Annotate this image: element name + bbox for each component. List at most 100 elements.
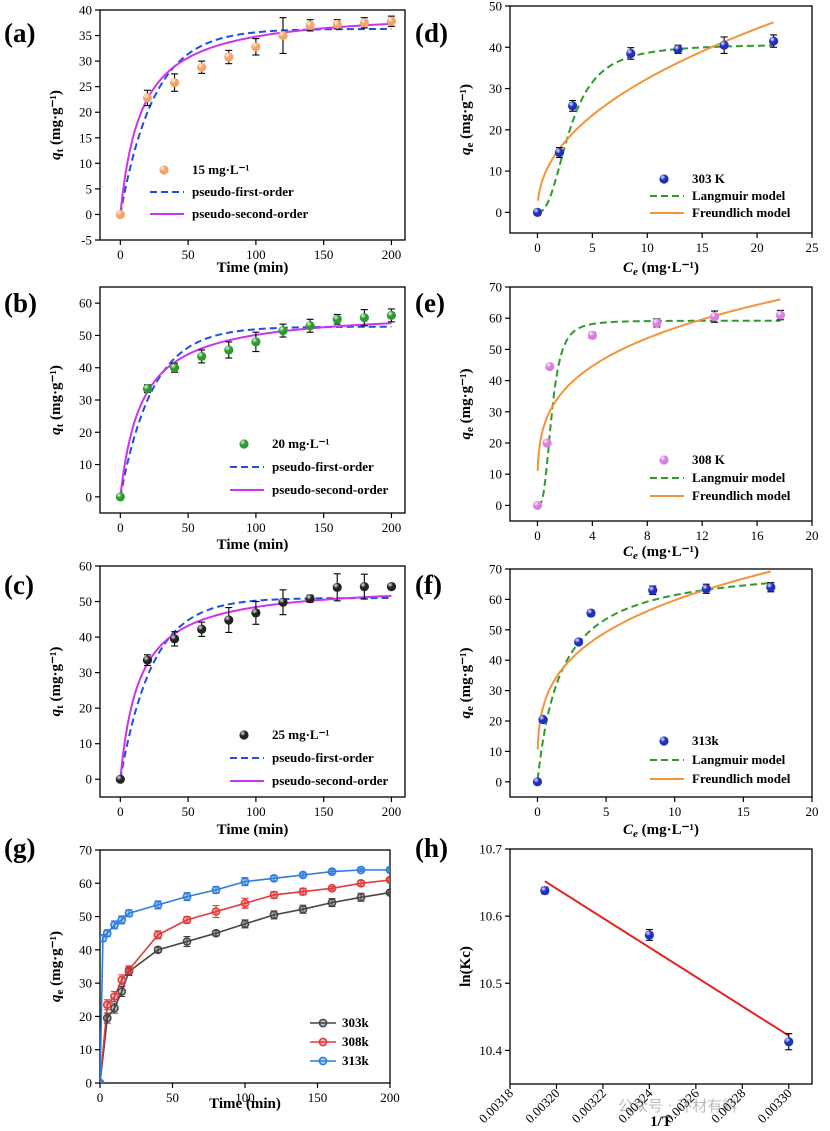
data-point [153,945,163,955]
model-curve [119,22,392,215]
data-point [102,1013,112,1023]
y-tick-label: 30 [489,683,502,698]
y-tick-label: 20 [79,425,92,440]
data-point-shine [567,101,578,111]
legend-marker-shine [659,455,669,465]
data-point-shine [142,384,153,394]
legend-entry: 313k [659,733,720,748]
legend-label: Langmuir model [692,188,786,203]
x-tick-label: 5 [603,804,610,819]
y-tick-label: 40 [79,3,92,18]
y-axis-subscript: t [54,705,66,709]
x-tick-label: 0.00322 [569,1086,609,1126]
x-tick-label: 100 [246,247,266,262]
legend-label: 308 K [692,452,726,467]
plot-area [115,573,397,784]
panel-label-f: (f) [415,570,442,600]
y-axis-subscript: e [54,990,66,995]
y-axis-label: qe (mg·g⁻¹) [458,84,476,155]
x-tick-label: 100 [246,804,266,819]
x-axis-subscript: e [633,550,638,562]
data-point [385,865,390,875]
data-point-shine [169,634,180,644]
y-tick-label: 10.6 [479,909,502,924]
model-curve [119,594,392,780]
data-point [356,865,366,875]
y-axis-symbol: q [48,708,64,716]
data-point-shine [278,325,288,336]
x-tick-label: 0.00330 [754,1086,794,1126]
legend-entry: 303k [310,1015,370,1030]
data-point [100,1078,105,1083]
legend-entry: 303 K [659,171,726,186]
y-axis-unit: (mg·g⁻¹) [48,931,64,990]
x-axis-symbol: C [623,260,634,276]
legend-label: Freundlich model [692,205,791,220]
y-axis-symbol: q [48,152,64,160]
data-point [153,930,163,940]
y-tick-label: 20 [489,714,502,729]
x-axis-label: Time (min) [217,537,289,553]
data-point-shine [652,318,662,328]
y-tick-label: 50 [79,328,92,343]
x-tick-label: 5 [589,240,596,255]
legend-label: pseudo-second-order [272,482,389,497]
y-tick-label: 10 [489,744,502,759]
legend-marker-shine [239,439,249,449]
y-axis-unit: (mg·g⁻¹) [48,90,64,149]
legend-label: 25 mg·L⁻¹ [272,727,329,742]
panel-label-e: (e) [415,288,445,318]
legend-entry: pseudo-second-order [230,773,389,788]
plot-area [115,308,397,502]
model-curve [536,570,772,750]
y-tick-label: 10.4 [479,1043,502,1058]
data-point [298,870,308,880]
x-axis-label: Time (min) [217,822,289,838]
data-point [327,883,337,893]
data-point [124,965,134,975]
plot-area [532,570,776,787]
data-point-shine [386,310,397,321]
legend-entry: pseudo-second-order [230,482,389,497]
y-tick-label: 20 [489,122,502,137]
y-tick-label: 0 [86,1076,93,1091]
y-tick-label: 40 [489,40,502,55]
x-axis-unit: (mg·L⁻¹) [638,822,699,838]
legend-label: 313k [692,733,720,748]
x-axis-subscript: e [633,266,638,278]
data-point-shine [197,351,207,362]
data-point-shine [305,321,315,331]
legend-entry: Langmuir model [650,470,786,485]
data-point-shine [169,77,180,88]
data-point-shine [332,582,342,592]
panel-f: (f) 0 5 10 15 20 0 10 20 30 40 50 60 70 Ce (mg·L⁻¹) qe … [415,562,819,841]
y-axis-unit: (mg·g⁻¹) [458,368,474,427]
data-point-shine [586,608,596,618]
x-tick-label: 16 [751,528,765,543]
data-point-shine [305,594,315,604]
y-tick-label: 40 [489,653,502,668]
data-point [269,910,279,920]
x-tick-label: 0 [534,528,541,543]
y-tick-label: 10 [79,156,92,171]
y-tick-label: 10 [489,164,502,179]
legend-label: Langmuir model [692,752,786,767]
data-point-shine [701,584,711,594]
data-point-shine [359,18,369,28]
model-curve [536,582,771,780]
x-axis-symbol: C [623,822,634,838]
y-tick-label: 10 [79,736,92,751]
x-tick-label: 150 [314,520,334,535]
legend-entry: Freundlich model [650,771,791,786]
plot-area [115,15,397,220]
legend-label: 303 K [692,171,726,186]
x-tick-label: 0 [117,804,124,819]
data-point-shine [532,777,543,787]
legend-entry: 25 mg·L⁻¹ [239,727,329,742]
legend-entry: pseudo-first-order [230,750,374,765]
y-axis-label: qe (mg·g⁻¹) [48,931,66,1002]
y-tick-label: 20 [79,1009,92,1024]
y-tick-label: 0 [86,772,93,787]
y-tick-label: 50 [79,594,92,609]
y-tick-label: 40 [79,360,92,375]
